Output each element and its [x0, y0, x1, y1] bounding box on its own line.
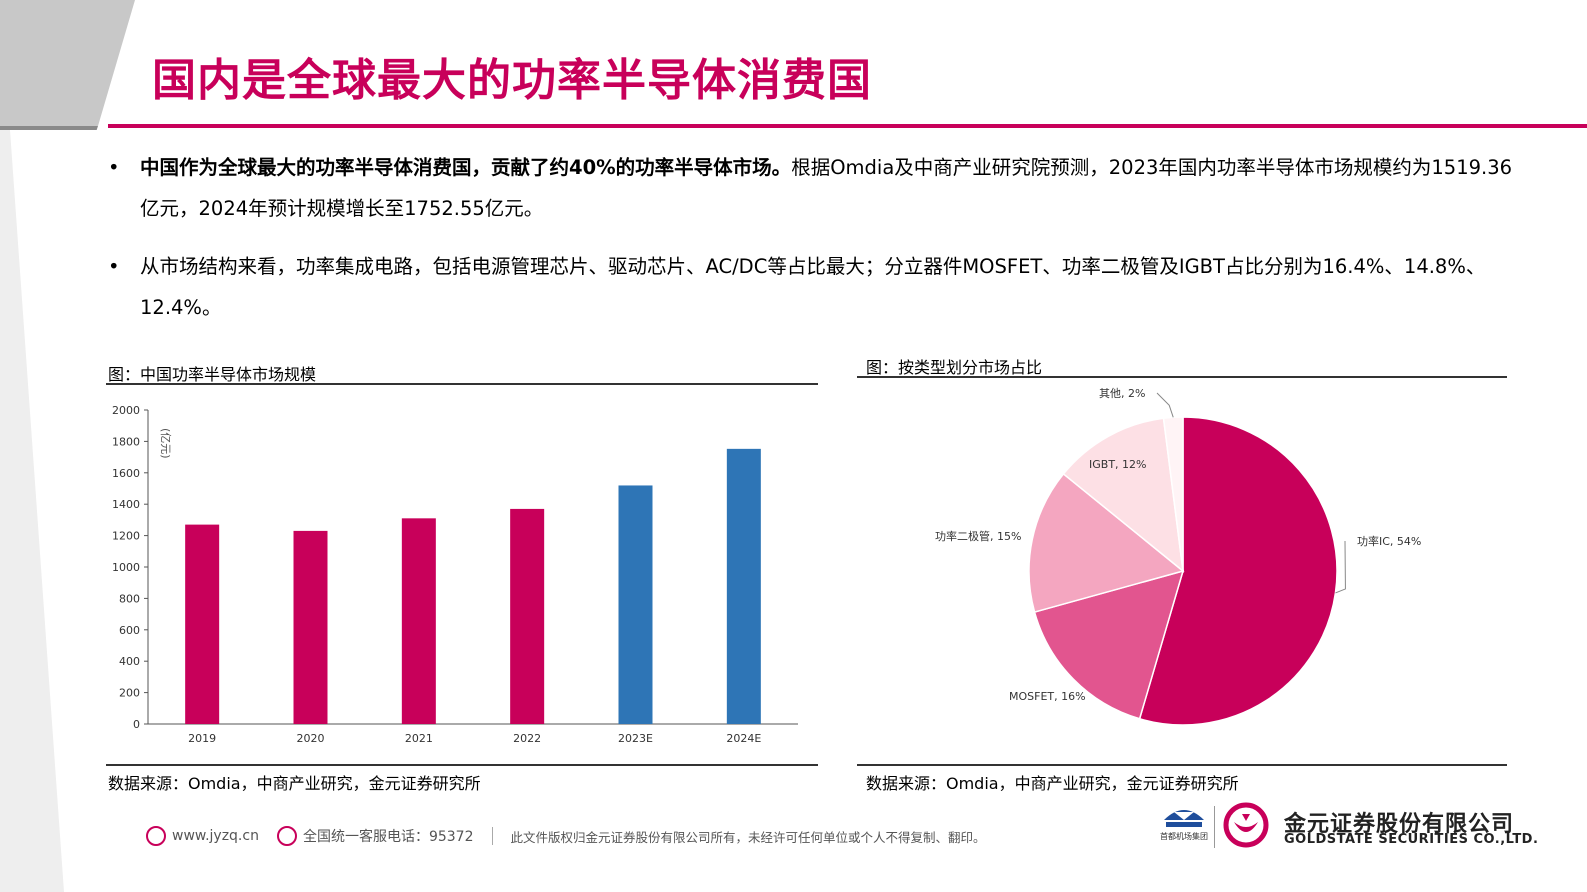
y-tick-label: 400 — [119, 655, 140, 668]
y-tick-label: 2000 — [112, 404, 140, 417]
pie-slice-2 — [1028, 472, 1185, 613]
x-tick-label: 2022 — [513, 732, 541, 745]
bar-chart-bottom-rule — [106, 764, 818, 766]
y-tick-label: 200 — [119, 687, 140, 700]
pie-label-3: IGBT, 12% — [1089, 458, 1146, 471]
y-tick-label: 1400 — [112, 498, 140, 511]
bar-2024E — [726, 448, 761, 724]
airport-group-logo-text: 首都机场集团 — [1160, 832, 1208, 841]
pie-slice-1 — [1033, 569, 1185, 720]
y-tick-label: 1800 — [112, 435, 140, 448]
pie-label-4: 其他, 2% — [1099, 387, 1145, 400]
page-title: 国内是全球最大的功率半导体消费国 — [152, 55, 872, 106]
bullet-1-bold: 中国作为全球最大的功率半导体消费国，贡献了约40%的功率半导体市场。 — [140, 156, 792, 179]
bar-2020 — [293, 530, 328, 724]
pie-chart-caption: 图：按类型划分市场占比 — [866, 358, 1043, 377]
globe-icon — [146, 826, 166, 846]
bar-chart-caption: 图：中国功率半导体市场规模 — [108, 365, 317, 384]
pie-leader-line — [1335, 540, 1346, 594]
pie-chart-top-rule — [857, 376, 1507, 378]
bullet-2: • 从市场结构来看，功率集成电路，包括电源管理芯片、驱动芯片、AC/DC等占比最… — [108, 246, 1518, 328]
pie-label-0: 功率IC, 54% — [1357, 534, 1421, 548]
logo-divider — [1214, 806, 1215, 848]
bullet-dot: • — [108, 255, 120, 278]
y-tick-label: 0 — [133, 718, 140, 731]
corner-decoration — [0, 0, 135, 130]
bar-2019 — [185, 524, 220, 724]
bullet-1: • 中国作为全球最大的功率半导体消费国，贡献了约40%的功率半导体市场。根据Om… — [108, 147, 1518, 229]
bar-2022 — [510, 508, 545, 724]
airport-group-logo-icon — [1164, 810, 1204, 827]
bar-2021 — [401, 518, 436, 724]
title-underline — [108, 124, 1587, 128]
x-tick-label: 2023E — [618, 732, 653, 745]
y-tick-label: 800 — [119, 592, 140, 605]
x-tick-label: 2021 — [405, 732, 433, 745]
pie-chart-bottom-rule — [857, 764, 1507, 766]
bar-2023E — [618, 485, 653, 724]
footer-separator — [491, 827, 493, 845]
footer-copyright: 此文件版权归金元证券股份有限公司所有，未经许可任何单位或个人不得复制、翻印。 — [510, 829, 986, 845]
left-stripe — [0, 130, 64, 892]
footer-website[interactable]: www.jyzq.cn — [172, 828, 259, 844]
pie-chart-source: 数据来源：Omdia，中商产业研究，金元证券研究所 — [866, 774, 1239, 793]
x-tick-label: 2019 — [188, 732, 216, 745]
goldstate-logo-icon — [1223, 802, 1269, 848]
bar-chart: 0 200 400 600 800 1000 1200 1400 1600 1800 2000 (亿元… — [112, 404, 798, 745]
bullet-2-text: 从市场结构来看，功率集成电路，包括电源管理芯片、驱动芯片、AC/DC等占比最大；… — [140, 255, 1486, 319]
pie-chart: 功率IC, 54% MOSFET, 16% 功率二极管, 15% IGBT, 12% 其… — [935, 387, 1421, 726]
y-tick-label: 600 — [119, 624, 140, 637]
bar-chart-source: 数据来源：Omdia，中商产业研究，金元证券研究所 — [108, 774, 481, 793]
x-tick-label: 2020 — [297, 732, 325, 745]
bullet-1-text: 根据Omdia及中商产业研究院预测，2023年国内功率半导体市场规模约为1519… — [140, 156, 1513, 220]
pie-leader-line — [1156, 392, 1174, 418]
footer-hotline: 全国统一客服电话：95372 — [302, 829, 474, 845]
pie-label-2: 功率二极管, 15% — [935, 529, 1021, 543]
pie-slice-3 — [1062, 417, 1184, 573]
pie-slice-4 — [1162, 416, 1184, 572]
footer: www.jyzq.cn 全国统一客服电话：95372 此文件版权归金元证券股份有… — [146, 822, 986, 850]
y-tick-label: 1600 — [112, 467, 140, 480]
bar-chart-top-rule — [106, 383, 818, 385]
phone-icon — [276, 826, 297, 846]
bullet-dot: • — [108, 156, 120, 179]
pie-label-1: MOSFET, 16% — [1009, 690, 1086, 703]
y-tick-label: 1200 — [112, 530, 140, 543]
x-tick-label: 2024E — [726, 732, 761, 745]
pie-slice-0 — [1138, 416, 1338, 726]
y-tick-label: 1000 — [112, 561, 140, 574]
brand-name-cn: 金元证券股份有限公司 — [1284, 812, 1515, 837]
y-axis-label: (亿元) — [159, 428, 172, 459]
brand-name-en: GOLDSTATE SECURITIES CO.,LTD. — [1284, 832, 1539, 847]
